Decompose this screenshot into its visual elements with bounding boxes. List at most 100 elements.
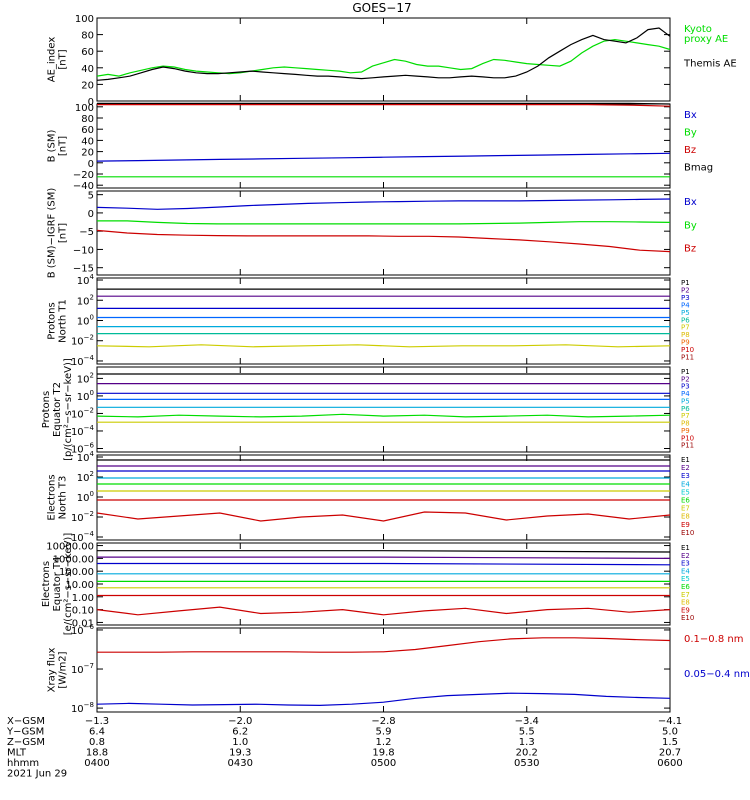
x-row-label: MLT <box>7 748 27 759</box>
channel-label: P9 <box>681 339 690 347</box>
series-line-e8 <box>96 606 671 616</box>
series-line-themis-ae <box>96 27 671 81</box>
y-tick-label: 60 <box>81 47 94 58</box>
channel-label: P8 <box>681 331 690 339</box>
chart-panel-8: 10−8 10−7 10−6 Xray flux [W/m2] 0.1−0.8 nm 0.0… <box>47 623 750 715</box>
channel-label: P1 <box>681 368 690 376</box>
channel-label: E3 <box>681 472 690 480</box>
y-axis-label: North T1 <box>58 299 69 343</box>
chart-title: GOES−17 <box>352 1 411 15</box>
channel-label: E9 <box>681 521 690 529</box>
panel-frame <box>96 454 671 541</box>
channel-label: P10 <box>681 434 694 442</box>
x-row-value: 0400 <box>84 758 109 769</box>
channel-label: P9 <box>681 427 690 435</box>
y-axis-label: [nT] <box>58 136 69 156</box>
y-tick-label: 20 <box>81 80 94 91</box>
channel-label: P6 <box>681 316 690 324</box>
x-row-value: 19.8 <box>372 748 394 759</box>
channel-label: E4 <box>681 567 690 575</box>
y-tick-label: 104 <box>77 450 95 464</box>
x-row-value: −1.3 <box>85 716 109 727</box>
y-tick-label: −5 <box>79 227 94 238</box>
y-tick-label: 100 <box>77 389 94 403</box>
y-axis-label: Equator T4 <box>52 557 63 612</box>
y-tick-label: 80 <box>81 31 94 42</box>
y-tick-label: 20 <box>81 148 94 159</box>
x-row-value: 18.8 <box>86 748 108 759</box>
channel-label: E1 <box>681 456 690 464</box>
x-row-value: 1.5 <box>662 737 678 748</box>
y-axis-label: [e/(cm²−s−sr−keV)] <box>63 533 74 636</box>
panel-frame <box>96 103 671 189</box>
channel-label: E9 <box>681 606 690 614</box>
y-tick-label: 102 <box>77 470 94 484</box>
y-tick-label: 1.00 <box>72 593 94 604</box>
channel-label: E8 <box>681 599 690 607</box>
x-row-value: 1.0 <box>232 737 248 748</box>
channel-label: E3 <box>681 560 690 568</box>
y-axis-label: Protons <box>41 391 52 428</box>
x-row-value: −2.0 <box>228 716 252 727</box>
legend-label: Bz <box>684 145 696 156</box>
x-row-value: −3.4 <box>515 716 539 727</box>
y-axis-label: AE_index <box>47 37 58 83</box>
legend-label: Bmag <box>684 163 713 174</box>
x-row-value: 6.2 <box>232 727 248 738</box>
legend-label: Bx <box>684 197 697 208</box>
channel-label: P8 <box>681 420 690 428</box>
y-tick-label: 40 <box>81 64 94 75</box>
channel-label: P7 <box>681 412 690 420</box>
x-row-label: X−GSM <box>7 716 45 727</box>
y-axis-label: Protons <box>47 302 58 339</box>
y-tick-label: 10−2 <box>71 334 94 348</box>
series-line-bx <box>96 152 671 162</box>
channel-label: E4 <box>681 480 690 488</box>
series-line-0-1-0-8-nm <box>97 637 671 653</box>
x-row-value: 0600 <box>657 758 682 769</box>
x-row-value: −4.1 <box>658 716 682 727</box>
channel-label: P11 <box>681 354 694 362</box>
channel-label: P5 <box>681 397 690 405</box>
series-line-e1 <box>97 550 671 553</box>
channel-label: P4 <box>681 301 690 309</box>
channel-label: E7 <box>681 591 690 599</box>
y-tick-label: 0 <box>88 159 94 170</box>
y-tick-label: 0.01 <box>72 618 94 629</box>
x-row-value: 5.0 <box>662 727 678 738</box>
channel-label: P2 <box>681 375 690 383</box>
legend-label: Bz <box>684 244 696 255</box>
y-axis-label: B (SM)−IGRF (SM) <box>47 188 58 279</box>
y-tick-label: 60 <box>81 125 94 136</box>
series-line-kyoto-proxy-ae <box>96 38 671 77</box>
channel-label: P2 <box>681 286 690 294</box>
channel-label: E2 <box>681 552 690 560</box>
y-tick-label: 10000.00 <box>46 542 94 553</box>
x-row-value: 1.3 <box>519 737 535 748</box>
x-row-value: 0500 <box>371 758 396 769</box>
x-row-label: hhmm <box>7 758 39 769</box>
channel-label: P3 <box>681 294 690 302</box>
series-line-by <box>97 220 671 225</box>
channel-label: P7 <box>681 324 690 332</box>
legend-label: Themis AE <box>683 59 737 70</box>
channel-label: E5 <box>681 488 690 496</box>
x-row-value: 6.4 <box>89 727 105 738</box>
legend-label: 0.05−0.4 nm <box>684 669 750 680</box>
channel-label: E10 <box>681 529 694 537</box>
y-tick-label: 100 <box>75 14 94 25</box>
y-axis-label: North T3 <box>58 476 69 520</box>
series-line-bz <box>96 229 671 253</box>
y-tick-label: 100 <box>75 103 94 114</box>
x-row-value: 20.2 <box>516 748 538 759</box>
series-line-bz <box>97 103 671 107</box>
y-tick-label: 102 <box>77 293 94 307</box>
y-axis-label: Electrons <box>41 561 52 607</box>
y-tick-label: 104 <box>77 273 95 287</box>
x-row-value: 0430 <box>228 758 253 769</box>
series-line-p6 <box>96 413 671 418</box>
channel-label: E2 <box>681 464 690 472</box>
